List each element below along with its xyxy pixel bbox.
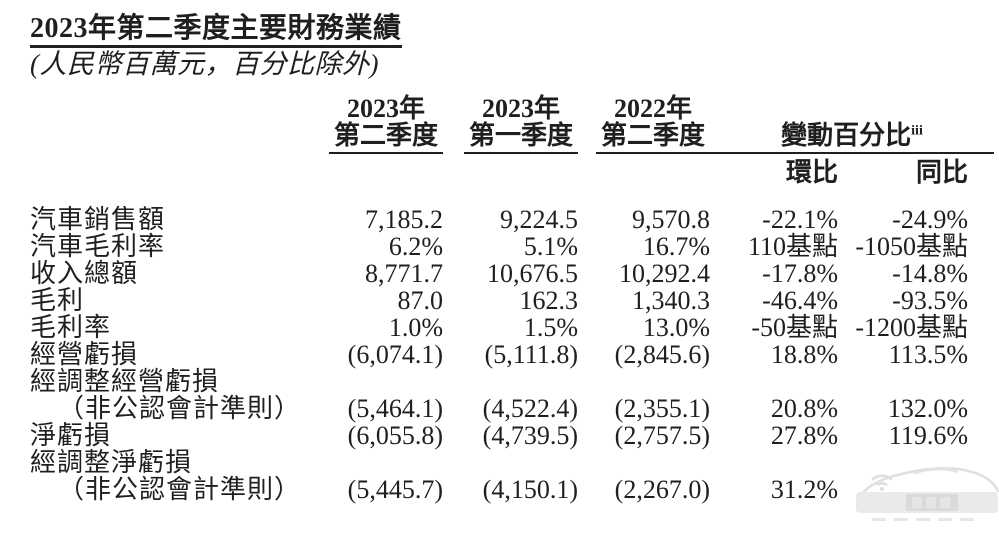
- cell-value: 20.8%: [770, 394, 838, 423]
- cell-value: 9,224.5: [500, 205, 578, 234]
- cell-value: 9,570.8: [632, 205, 710, 234]
- cell-value: (4,150.1): [482, 475, 578, 504]
- cell-value: 27.8%: [770, 421, 838, 450]
- cell-value: -24.9%: [892, 205, 968, 234]
- cell-value: 13.0%: [642, 313, 710, 342]
- cell-value: (5,445.7): [347, 475, 443, 504]
- cell-value: (2,757.5): [614, 421, 710, 450]
- label-column-header: [30, 95, 305, 154]
- table-row-gross-margin: 毛利率 1.0% 1.5% 13.0% -50基點 -1200基點: [30, 314, 968, 341]
- row-label: 經調整經營虧損: [30, 367, 220, 396]
- cell-value: (2,355.1): [614, 394, 710, 423]
- row-label: 經營虧損: [30, 340, 139, 369]
- column-header-change-percentage: 變動百分比iii: [710, 95, 994, 154]
- row-label: 經調整淨虧損: [30, 448, 193, 477]
- header-row-change-subcolumns: 環比 同比: [30, 154, 968, 206]
- cell-value: (6,074.1): [347, 340, 443, 369]
- cell-value: (6,055.8): [347, 421, 443, 450]
- table-row-vehicle-sales: 汽車銷售額 7,185.2 9,224.5 9,570.8 -22.1% -24…: [30, 206, 968, 233]
- table-row-adjusted-operating-loss-line2: （非公認會計準則） (5,464.1) (4,522.4) (2,355.1) …: [30, 395, 968, 422]
- table-row-vehicle-margin: 汽車毛利率 6.2% 5.1% 16.7% 110基點 -1050基點: [30, 233, 968, 260]
- cell-value: 132.0%: [887, 394, 968, 423]
- cell-value: 119.6%: [888, 421, 968, 450]
- row-label: 淨虧損: [30, 421, 112, 450]
- row-label-continued: （非公認會計準則）: [58, 475, 302, 504]
- row-label-continued: （非公認會計準則）: [58, 394, 302, 423]
- table-row-net-loss: 淨虧損 (6,055.8) (4,739.5) (2,757.5) 27.8% …: [30, 422, 968, 449]
- column-header-2023-q2: 2023年 第二季度: [305, 95, 443, 154]
- cell-value: 7,185.2: [365, 205, 443, 234]
- row-label: 毛利: [30, 286, 85, 315]
- cell-value: 1.5%: [523, 313, 578, 342]
- cell-value: -1200基點: [855, 313, 968, 342]
- cell-value: 8,771.7: [365, 259, 443, 288]
- cell-value: 6.2%: [388, 232, 443, 261]
- cell-value: -93.5%: [892, 286, 968, 315]
- column-header-2023-q1: 2023年 第一季度: [443, 95, 578, 154]
- table-row-gross-profit: 毛利 87.0 162.3 1,340.3 -46.4% -93.5%: [30, 287, 968, 314]
- cell-value: 16.7%: [642, 232, 710, 261]
- table-row-adjusted-operating-loss-line1: 經調整經營虧損: [30, 368, 968, 395]
- cell-value: -46.4%: [762, 286, 838, 315]
- cell-value: 5.1%: [523, 232, 578, 261]
- cell-value: 1,340.3: [632, 286, 710, 315]
- cell-value: (2,845.6): [614, 340, 710, 369]
- financial-table: 2023年 第二季度 2023年 第一季度 2022年 第二季度: [30, 95, 994, 503]
- cell-value: [838, 476, 968, 503]
- cell-value: -14.8%: [892, 259, 968, 288]
- cell-value: 87.0: [397, 286, 444, 315]
- column-header-2022-q2: 2022年 第二季度: [578, 95, 710, 154]
- cell-value: 31.2%: [770, 475, 838, 504]
- cell-value: 1.0%: [388, 313, 443, 342]
- cell-value: -50基點: [751, 313, 838, 342]
- row-label: 汽車銷售額: [30, 205, 166, 234]
- cell-value: 113.5%: [888, 340, 968, 369]
- cell-value: 10,292.4: [619, 259, 710, 288]
- table-row-operating-loss: 經營虧損 (6,074.1) (5,111.8) (2,845.6) 18.8%…: [30, 341, 968, 368]
- cell-value: (2,267.0): [614, 475, 710, 504]
- cell-value: 162.3: [519, 286, 579, 315]
- cell-value: 110基點: [747, 232, 838, 261]
- table-row-adjusted-net-loss-line1: 經調整淨虧損: [30, 449, 968, 476]
- footnote-marker: iii: [911, 123, 923, 139]
- header-row-quarters: 2023年 第二季度 2023年 第一季度 2022年 第二季度: [30, 95, 994, 154]
- cell-value: (5,111.8): [484, 340, 578, 369]
- cell-value: -22.1%: [762, 205, 838, 234]
- cell-value: -1050基點: [855, 232, 968, 261]
- cell-value: 10,676.5: [487, 259, 578, 288]
- row-label: 毛利率: [30, 313, 112, 342]
- page-title: 2023年第二季度主要財務業績: [30, 13, 402, 48]
- cell-value: (4,739.5): [482, 421, 578, 450]
- table-row-total-revenue: 收入總額 8,771.7 10,676.5 10,292.4 -17.8% -1…: [30, 260, 968, 287]
- row-label: 汽車毛利率: [30, 232, 166, 261]
- column-header-yoy: 同比: [915, 158, 968, 187]
- cell-value: (4,522.4): [482, 394, 578, 423]
- cell-value: 18.8%: [770, 340, 838, 369]
- column-header-qoq: 環比: [785, 158, 838, 187]
- cell-value: -17.8%: [762, 259, 838, 288]
- table-row-adjusted-net-loss-line2: （非公認會計準則） (5,445.7) (4,150.1) (2,267.0) …: [30, 476, 968, 503]
- cell-value: (5,464.1): [347, 394, 443, 423]
- row-label: 收入總額: [30, 259, 139, 288]
- page-subtitle: (人民幣百萬元，百分比除外): [30, 49, 379, 79]
